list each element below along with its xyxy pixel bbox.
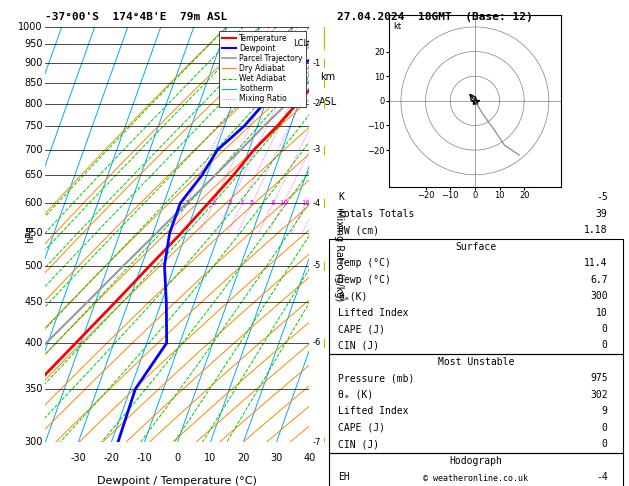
Text: kt: kt <box>394 22 402 31</box>
Text: © weatheronline.co.uk: © weatheronline.co.uk <box>423 474 528 483</box>
Text: -5: -5 <box>596 192 608 203</box>
Text: -1: -1 <box>313 59 321 68</box>
Legend: Temperature, Dewpoint, Parcel Trajectory, Dry Adiabat, Wet Adiabat, Isotherm, Mi: Temperature, Dewpoint, Parcel Trajectory… <box>220 31 306 106</box>
Text: 16: 16 <box>302 200 311 206</box>
Text: Lifted Index: Lifted Index <box>338 406 408 416</box>
Text: -20: -20 <box>103 452 120 463</box>
Text: PW (cm): PW (cm) <box>338 226 379 235</box>
Text: -6: -6 <box>313 338 321 347</box>
Text: Mixing Ratio (g/kg): Mixing Ratio (g/kg) <box>334 209 344 301</box>
Text: 0: 0 <box>602 324 608 334</box>
Text: -3: -3 <box>313 145 321 155</box>
Text: km: km <box>320 71 335 82</box>
Text: CAPE (J): CAPE (J) <box>338 324 385 334</box>
Text: 1.18: 1.18 <box>584 226 608 235</box>
Text: -30: -30 <box>70 452 86 463</box>
Text: 800: 800 <box>25 99 43 109</box>
Text: ASL: ASL <box>318 97 337 106</box>
Text: 4: 4 <box>240 200 245 206</box>
Text: θₑ (K): θₑ (K) <box>338 390 373 400</box>
Text: 0: 0 <box>602 341 608 350</box>
Text: 8: 8 <box>271 200 276 206</box>
Text: 0: 0 <box>174 452 181 463</box>
Text: -7: -7 <box>313 438 321 447</box>
Text: 450: 450 <box>24 297 43 307</box>
Text: -10: -10 <box>136 452 152 463</box>
Text: 0: 0 <box>602 439 608 449</box>
Text: 550: 550 <box>24 228 43 238</box>
Text: Hodograph: Hodograph <box>449 455 503 466</box>
Text: 950: 950 <box>24 39 43 50</box>
Text: 900: 900 <box>25 58 43 68</box>
Text: 500: 500 <box>24 261 43 271</box>
Text: -37°00'S  174°4B'E  79m ASL: -37°00'S 174°4B'E 79m ASL <box>45 12 228 22</box>
Text: 302: 302 <box>590 390 608 400</box>
Text: 600: 600 <box>25 198 43 208</box>
Text: Temp (°C): Temp (°C) <box>338 258 391 268</box>
Text: Totals Totals: Totals Totals <box>338 209 415 219</box>
Text: -4: -4 <box>596 472 608 482</box>
Text: Pressure (mb): Pressure (mb) <box>338 373 415 383</box>
Text: 27.04.2024  18GMT  (Base: 12): 27.04.2024 18GMT (Base: 12) <box>337 12 532 22</box>
Text: Lifted Index: Lifted Index <box>338 308 408 317</box>
Text: 30: 30 <box>270 452 282 463</box>
Text: 40: 40 <box>303 452 316 463</box>
Text: 5: 5 <box>250 200 254 206</box>
Text: 10: 10 <box>279 200 288 206</box>
Text: -2: -2 <box>313 99 321 108</box>
Text: Most Unstable: Most Unstable <box>438 357 514 367</box>
Text: 11.4: 11.4 <box>584 258 608 268</box>
Text: CIN (J): CIN (J) <box>338 341 379 350</box>
Text: 0: 0 <box>602 423 608 433</box>
Text: CAPE (J): CAPE (J) <box>338 423 385 433</box>
Text: 700: 700 <box>24 145 43 155</box>
Text: 2: 2 <box>211 200 216 206</box>
Text: Dewpoint / Temperature (°C): Dewpoint / Temperature (°C) <box>97 475 257 486</box>
Text: 350: 350 <box>24 384 43 394</box>
Text: 300: 300 <box>590 291 608 301</box>
Text: 6.7: 6.7 <box>590 275 608 285</box>
Text: 1: 1 <box>184 200 189 206</box>
Text: 400: 400 <box>25 338 43 348</box>
Text: 650: 650 <box>24 171 43 180</box>
Text: hPa: hPa <box>25 226 35 243</box>
Text: -4: -4 <box>313 199 321 208</box>
Text: 10: 10 <box>596 308 608 317</box>
Text: 975: 975 <box>590 373 608 383</box>
Text: K: K <box>338 192 344 203</box>
Text: CIN (J): CIN (J) <box>338 439 379 449</box>
Text: θₑ(K): θₑ(K) <box>338 291 367 301</box>
Text: 20: 20 <box>237 452 250 463</box>
Text: Surface: Surface <box>455 242 496 252</box>
Text: 9: 9 <box>602 406 608 416</box>
Text: 300: 300 <box>25 437 43 447</box>
Text: 750: 750 <box>24 121 43 131</box>
Text: 1000: 1000 <box>18 22 43 32</box>
Text: EH: EH <box>338 472 350 482</box>
Text: 3: 3 <box>228 200 232 206</box>
Text: LCL: LCL <box>292 39 308 48</box>
Text: Dewp (°C): Dewp (°C) <box>338 275 391 285</box>
Text: 10: 10 <box>204 452 216 463</box>
Text: 39: 39 <box>596 209 608 219</box>
Text: 850: 850 <box>24 78 43 88</box>
Text: -5: -5 <box>313 261 321 270</box>
